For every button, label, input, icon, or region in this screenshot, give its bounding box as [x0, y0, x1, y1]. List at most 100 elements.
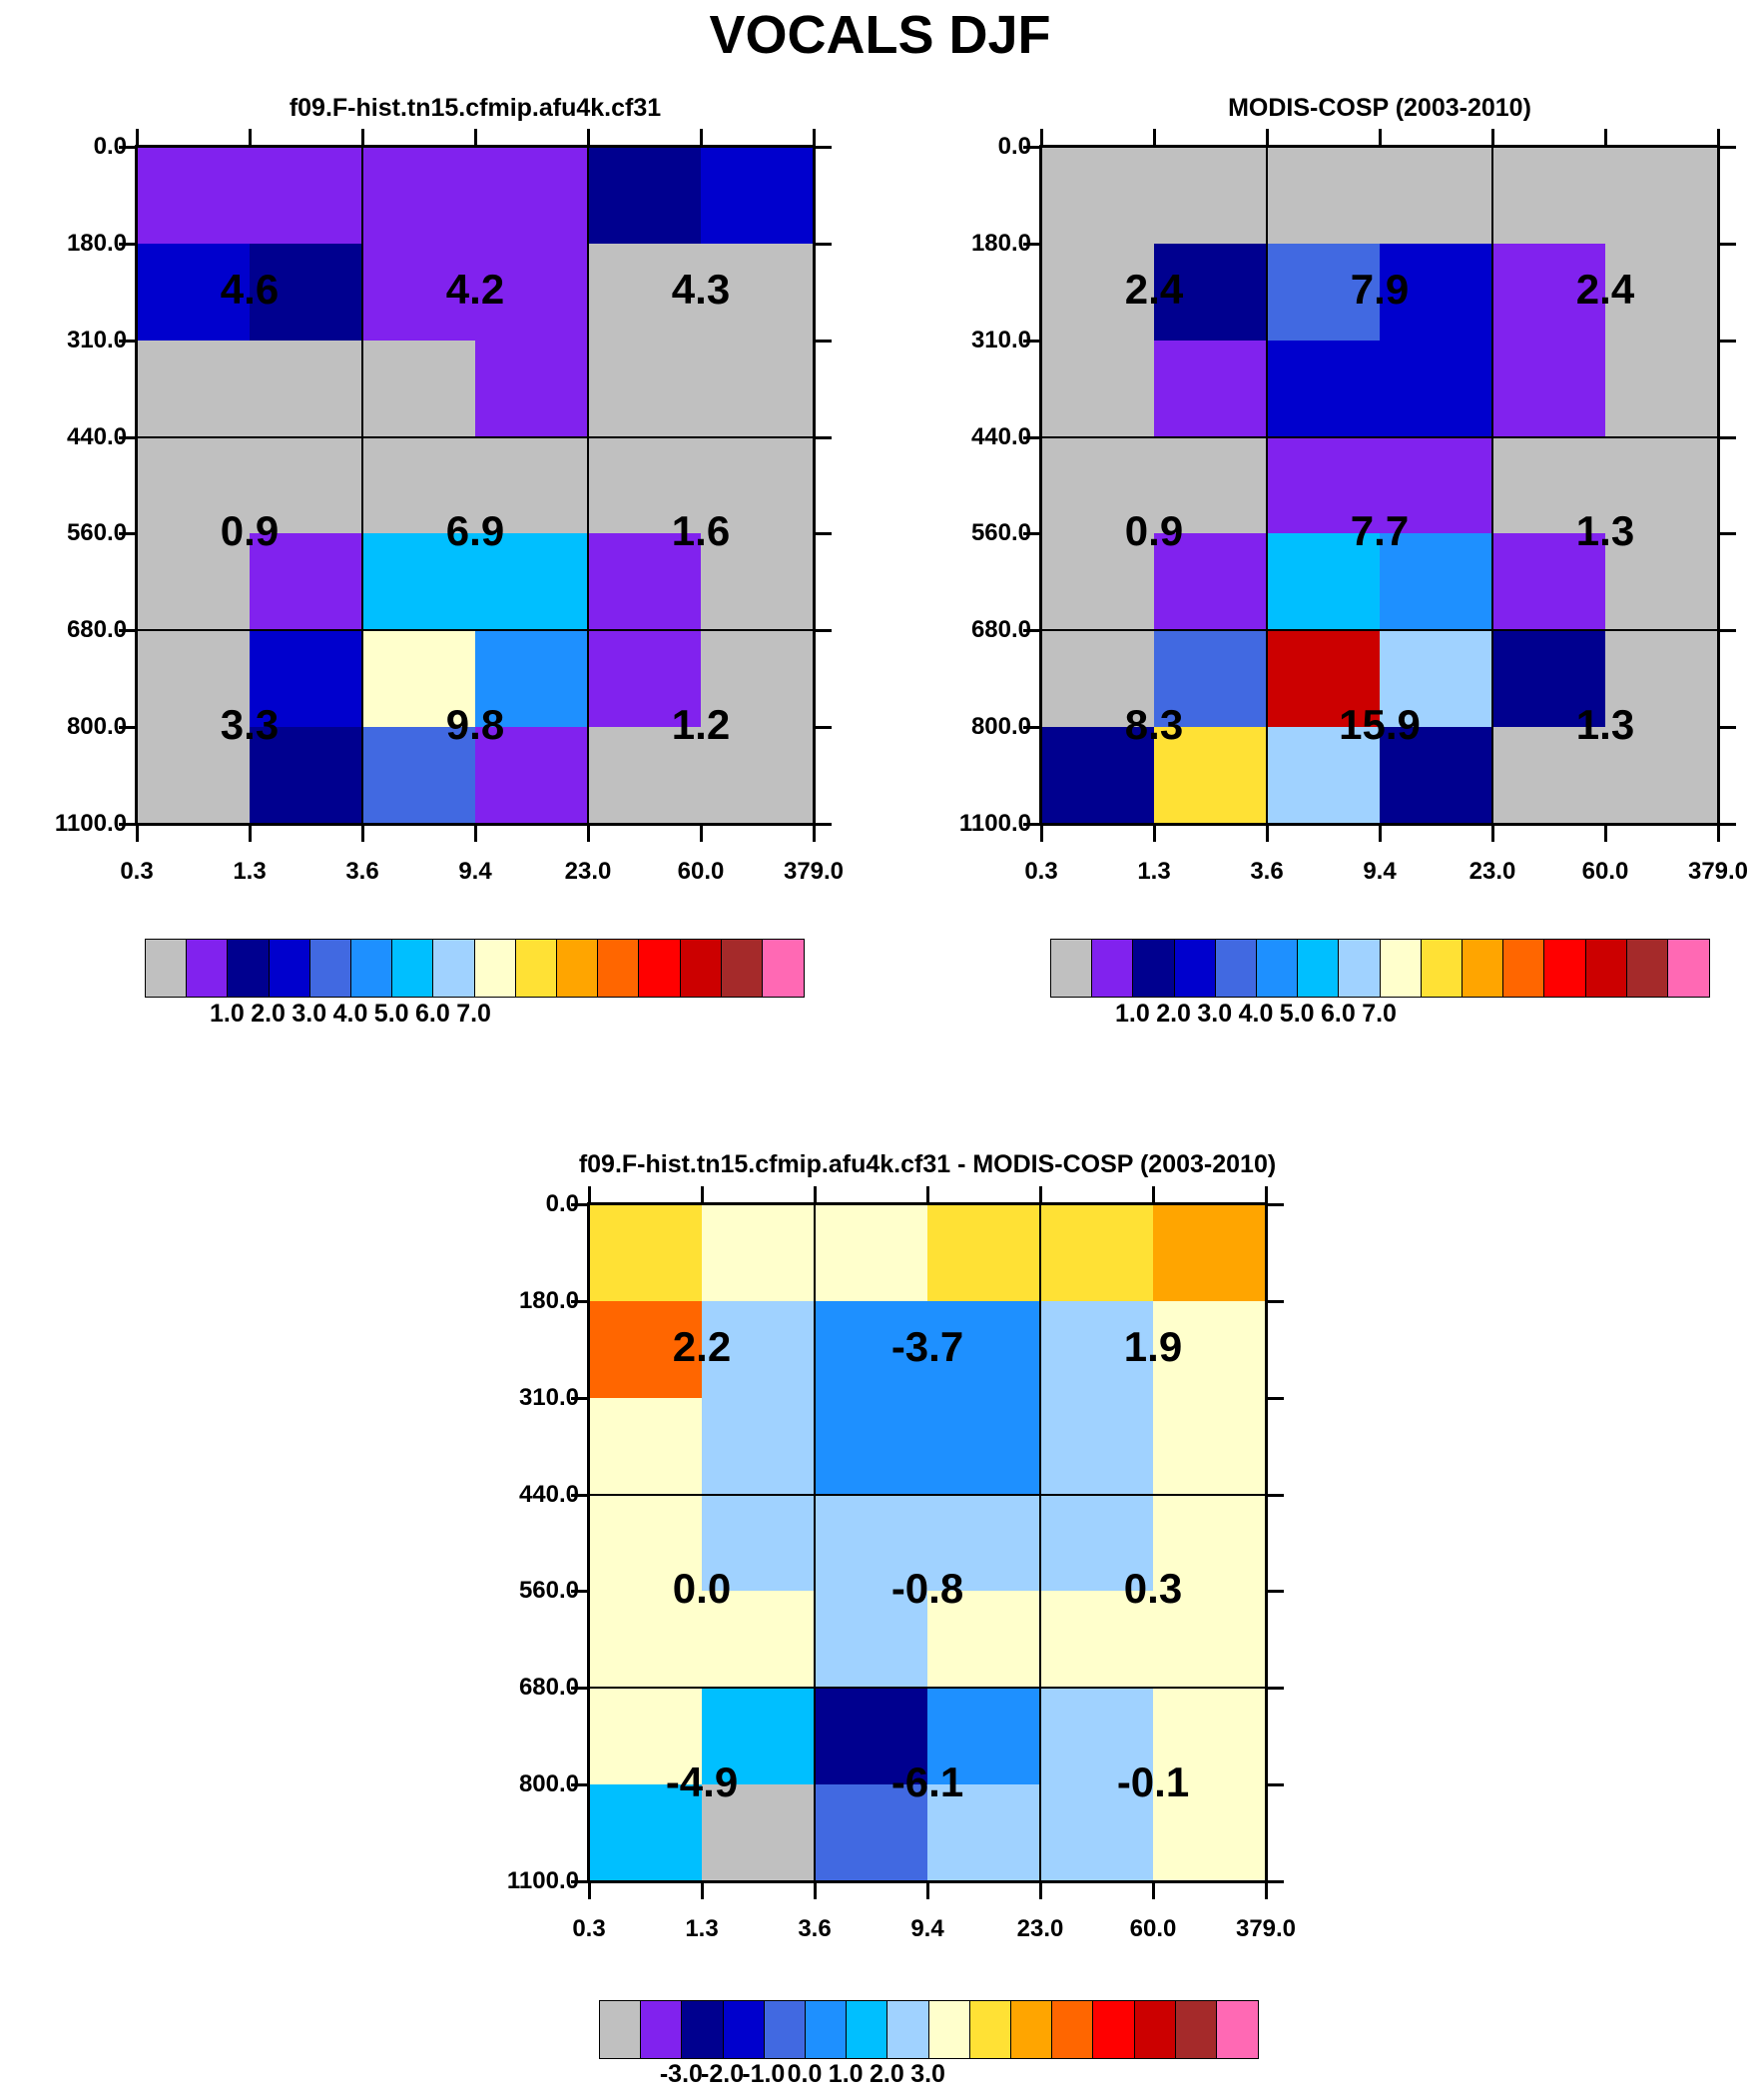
x-tick-mark [926, 1186, 929, 1204]
y-tick-label: 180.0 [518, 1286, 579, 1314]
legend-swatch [1051, 2000, 1095, 2059]
y-tick-mark [571, 1880, 589, 1883]
y-tick-mark [1718, 823, 1736, 826]
heatmap-cell [1492, 436, 1606, 535]
legend-label: 1.0 [828, 2060, 864, 2088]
heatmap-cell [1605, 533, 1719, 632]
grid-line [589, 1687, 1266, 1690]
y-tick-mark [1718, 532, 1736, 536]
legend-swatch [1010, 2000, 1053, 2059]
y-tick-label: 310.0 [66, 326, 127, 353]
region-value-label: 6.9 [445, 507, 505, 555]
legend-label: 3.0 [910, 2060, 945, 2088]
legend-swatch [268, 939, 311, 998]
x-tick-mark [361, 824, 364, 842]
legend-label: 2.0 [1156, 1000, 1191, 1028]
x-tick-label: 3.6 [1250, 858, 1284, 885]
y-tick-mark [814, 726, 832, 730]
x-tick-label: 379.0 [1687, 858, 1749, 885]
legend-swatch [227, 939, 271, 998]
x-tick-label: 379.0 [783, 858, 845, 885]
y-tick-mark [1266, 1299, 1284, 1303]
x-tick-mark [814, 1186, 817, 1204]
heatmap-cell [137, 727, 251, 826]
legend-label: 6.0 [415, 1000, 450, 1028]
legend-swatch [473, 939, 517, 998]
heatmap-cell [1041, 147, 1155, 245]
x-tick-mark [1040, 824, 1043, 842]
y-tick-mark [119, 146, 137, 149]
region-value-label: 4.3 [671, 266, 731, 314]
y-tick-mark [1023, 242, 1041, 246]
legend-swatch [308, 939, 352, 998]
heatmap-cell [701, 533, 815, 632]
y-tick-mark [1266, 1687, 1284, 1691]
legend-swatch [640, 2000, 684, 2059]
x-tick-mark [1266, 824, 1269, 842]
heatmap-cell [475, 727, 589, 826]
heatmap-cell [1153, 1397, 1267, 1496]
grid-line [587, 147, 589, 824]
heatmap-cell [362, 533, 476, 632]
legend-swatch [1216, 2000, 1259, 2059]
heatmap-cell [1153, 1784, 1267, 1883]
y-tick-mark [1266, 1203, 1284, 1206]
heatmap-cell [701, 630, 815, 729]
x-tick-mark [1265, 1881, 1268, 1899]
x-tick-mark [361, 129, 364, 147]
heatmap-cell [815, 1397, 928, 1496]
legend-swatch [1091, 939, 1135, 998]
legend-swatch [1338, 939, 1382, 998]
y-tick-mark [119, 242, 137, 246]
legend-swatch [1132, 939, 1176, 998]
legend-swatch [886, 2000, 930, 2059]
heatmap-cell [1267, 630, 1381, 729]
heatmap-cell [250, 630, 363, 729]
legend-label: 5.0 [1279, 1000, 1315, 1028]
heatmap-cell [815, 1784, 928, 1883]
y-tick-mark [1266, 1783, 1284, 1787]
heatmap-cell [1492, 727, 1606, 826]
y-tick-mark [571, 1783, 589, 1787]
heatmap-cell [588, 727, 702, 826]
legend-label: 4.0 [1238, 1000, 1274, 1028]
y-tick-mark [1266, 1493, 1284, 1497]
legend-swatch [350, 939, 393, 998]
grid-line [589, 1493, 1266, 1496]
y-tick-label: 560.0 [66, 519, 127, 547]
legend-swatch [1543, 939, 1587, 998]
heatmap-cell [137, 243, 251, 342]
y-tick-mark [1023, 629, 1041, 633]
legend-swatch [805, 2000, 848, 2059]
legend-label: 5.0 [373, 1000, 409, 1028]
y-tick-mark [571, 1203, 589, 1206]
legend-label: 2.0 [251, 1000, 286, 1028]
heatmap-cell [589, 1784, 703, 1883]
region-value-label: 0.9 [1124, 507, 1184, 555]
x-tick-mark [700, 824, 703, 842]
y-tick-label: 680.0 [518, 1674, 579, 1702]
region-value-label: 4.2 [445, 266, 505, 314]
legend-swatch [1502, 939, 1546, 998]
x-tick-mark [1040, 129, 1043, 147]
heatmap-cell [475, 436, 589, 535]
grid-line [361, 147, 363, 824]
x-tick-mark [1153, 824, 1156, 842]
x-tick-mark [249, 129, 252, 147]
heatmap-cell [1380, 436, 1493, 535]
heatmap-cell [1605, 630, 1719, 729]
x-tick-mark [701, 1881, 704, 1899]
legend-swatch [1297, 939, 1341, 998]
x-tick-mark [1266, 129, 1269, 147]
y-tick-label: 1100.0 [958, 810, 1031, 837]
y-tick-mark [119, 532, 137, 536]
heatmap-cell [1041, 533, 1155, 632]
grid-line [1041, 629, 1718, 632]
y-tick-mark [1023, 435, 1041, 439]
y-tick-label: 180.0 [970, 229, 1031, 257]
heatmap-cell [927, 1784, 1041, 1883]
heatmap-cell [701, 147, 815, 245]
y-tick-mark [1023, 823, 1041, 826]
legend-swatch [1667, 939, 1710, 998]
heatmap-cell [1040, 1397, 1154, 1496]
